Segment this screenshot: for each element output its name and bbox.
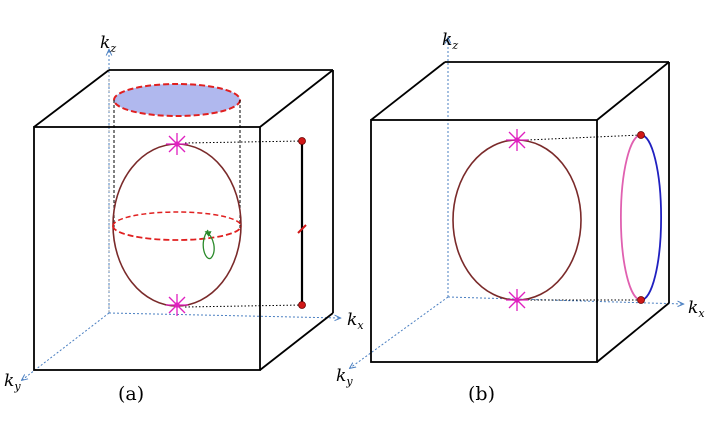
- panel-a-equator-front: [112, 225, 242, 241]
- panel-a-kx-axis: [108, 312, 340, 318]
- panel-b: kz kx ky (b): [336, 30, 705, 405]
- panel-a-equator-back: [112, 211, 242, 227]
- panel-b-ky-label: ky: [336, 366, 353, 388]
- panel-a-ky-label: ky: [4, 371, 21, 393]
- panel-b-axes: [350, 38, 683, 368]
- panel-b-label: (b): [468, 383, 495, 405]
- panel-b-projection-dotted: [526, 134, 642, 301]
- panel-a-kz-label: kz: [100, 33, 116, 55]
- panel-a-projected-disk: [113, 83, 241, 117]
- panel-a-kx-label: kx: [347, 310, 364, 332]
- panel-b-projected-ring-front: [619, 134, 642, 301]
- panel-a-segment-bottom-marker: [298, 301, 306, 309]
- panel-b-fermi-sphere: [452, 139, 582, 301]
- panel-a-label: (a): [118, 383, 144, 405]
- panel-b-weyl-point-bottom-icon: [506, 289, 528, 311]
- panel-a-projection-dotted: [184, 140, 303, 308]
- panel-a-rotation-arrow-icon: [202, 229, 215, 260]
- panel-b-kz-label: kz: [442, 30, 458, 52]
- panel-a-projection-lines: [113, 100, 241, 228]
- panel-b-cube: [370, 61, 670, 363]
- panel-a-axes: [22, 50, 340, 380]
- panel-b-kx-label: kx: [688, 298, 705, 320]
- panel-a-fermi-sphere: [112, 143, 242, 307]
- panel-a: kz kx ky (a): [4, 33, 364, 405]
- panel-b-ky-axis: [350, 296, 449, 368]
- panel-b-projected-ring-back: [640, 134, 663, 301]
- panel-a-weyl-point-bottom-icon: [166, 294, 188, 316]
- panel-b-ring-top-marker: [637, 131, 645, 139]
- panel-a-cube: [33, 69, 334, 371]
- panel-a-weyl-point-top-icon: [166, 133, 188, 155]
- panel-a-segment-top-marker: [298, 137, 306, 145]
- panel-a-segment-tick: [297, 224, 307, 234]
- panel-b-ring-bottom-marker: [637, 296, 645, 304]
- panel-b-weyl-point-top-icon: [506, 129, 528, 151]
